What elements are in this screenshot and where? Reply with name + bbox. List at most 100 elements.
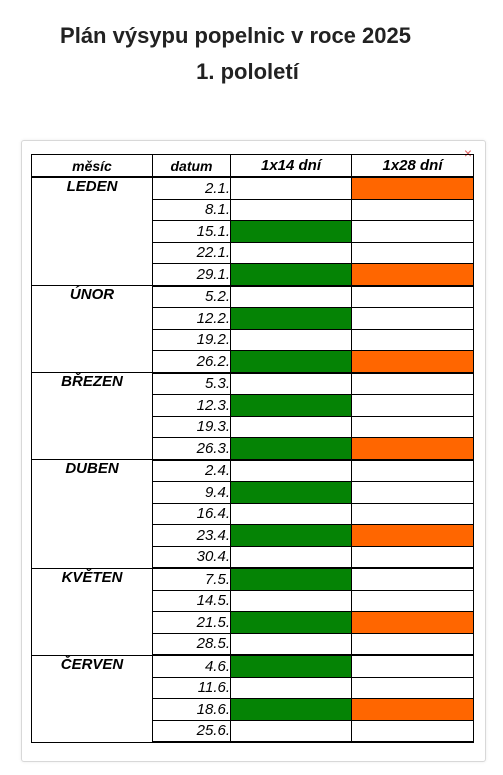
date-cell: 12.2. (152, 307, 231, 330)
pickup-14-days-cell (230, 307, 352, 330)
pickup-14-days-cell (230, 676, 352, 699)
pickup-14-days-cell (230, 545, 352, 569)
table-row: 21.5. (32, 611, 474, 634)
pickup-14-days-cell (230, 654, 352, 678)
pickup-28-days-cell (351, 176, 474, 200)
date-cell: 5.2. (152, 285, 231, 308)
table-row: 23.4. (32, 524, 474, 547)
pickup-28-days-cell (351, 481, 474, 504)
date-cell: 23.4. (152, 524, 231, 547)
month-cell: DUBEN (31, 459, 153, 569)
table-row: 12.3. (32, 394, 474, 417)
table-row: 18.6. (32, 698, 474, 721)
pickup-14-days-cell (230, 567, 352, 591)
pickup-28-days-cell (351, 372, 474, 395)
pickup-28-days-cell (351, 676, 474, 699)
date-cell: 9.4. (152, 481, 231, 504)
page-subtitle: 1. pololetí (196, 59, 299, 84)
pickup-14-days-cell (230, 502, 352, 525)
pickup-28-days-cell (351, 307, 474, 330)
table-row: 12.2. (32, 307, 474, 330)
pickup-28-days-cell (351, 198, 474, 221)
date-cell: 18.6. (152, 698, 231, 721)
pickup-28-days-cell (351, 350, 474, 374)
pickup-28-days-cell (351, 437, 474, 461)
date-cell: 22.1. (152, 241, 231, 264)
pickup-14-days-cell (230, 719, 352, 743)
month-cell: ČERVEN (31, 654, 153, 743)
date-cell: 14.5. (152, 589, 231, 612)
pickup-14-days-cell (230, 220, 352, 243)
table-row: 29.1. (32, 263, 474, 287)
date-cell: 30.4. (152, 545, 231, 569)
pickup-14-days-cell (230, 611, 352, 634)
table-row: KVĚTEN 7.5. (31, 567, 474, 656)
table-row: DUBEN 2.4. (31, 459, 474, 569)
date-cell: 29.1. (152, 263, 231, 287)
pickup-28-days-cell (351, 415, 474, 438)
date-cell: 19.3. (152, 415, 231, 438)
date-cell: 16.4. (152, 502, 231, 525)
table-row: 25.6. (32, 719, 474, 743)
date-cell: 25.6. (152, 719, 231, 743)
pickup-14-days-cell (230, 350, 352, 374)
table-row: 19.3. (32, 415, 474, 438)
close-icon[interactable]: × (463, 145, 473, 161)
pickup-28-days-cell (351, 545, 474, 569)
date-cell: 28.5. (152, 632, 231, 656)
date-cell: 5.3. (152, 372, 231, 395)
pickup-14-days-cell (230, 176, 352, 200)
table-row: ÚNOR 5.2. (31, 285, 474, 373)
pickup-28-days-cell (351, 719, 474, 743)
pickup-28-days-cell (351, 567, 474, 591)
pickup-14-days-cell (230, 285, 352, 308)
pickup-28-days-cell (351, 524, 474, 547)
header-date: datum (152, 154, 231, 178)
table-row: BŘEZEN 5.3. (31, 372, 474, 460)
month-cell: ÚNOR (31, 285, 153, 373)
pickup-14-days-cell (230, 263, 352, 287)
date-cell: 8.1. (152, 198, 231, 221)
date-cell: 15.1. (152, 220, 231, 243)
date-cell: 26.3. (152, 437, 231, 461)
pickup-14-days-cell (230, 328, 352, 351)
pickup-28-days-cell (351, 394, 474, 417)
pickup-28-days-cell (351, 459, 474, 482)
table-row: 26.2. (32, 350, 474, 374)
header-month: měsíc (31, 154, 153, 178)
pickup-28-days-cell (351, 632, 474, 656)
pickup-28-days-cell (351, 241, 474, 264)
pickup-14-days-cell (230, 524, 352, 547)
pickup-14-days-cell (230, 632, 352, 656)
date-cell: 11.6. (152, 676, 231, 699)
date-cell: 12.3. (152, 394, 231, 417)
pickup-14-days-cell (230, 372, 352, 395)
pickup-28-days-cell (351, 611, 474, 634)
pickup-14-days-cell (230, 241, 352, 264)
pickup-14-days-cell (230, 589, 352, 612)
month-cell: BŘEZEN (31, 372, 153, 460)
table-row: LEDEN 2.1. (31, 176, 474, 286)
pickup-28-days-cell (351, 285, 474, 308)
month-cell: KVĚTEN (31, 567, 153, 656)
header-28-days: 1x28 dní (351, 154, 474, 178)
pickup-14-days-cell (230, 459, 352, 482)
date-cell: 2.4. (152, 459, 231, 482)
pickup-28-days-cell (351, 654, 474, 678)
date-cell: 4.6. (152, 654, 231, 678)
pickup-14-days-cell (230, 394, 352, 417)
page-title: Plán výsypu popelnic v roce 2025 (60, 23, 411, 48)
table-row: 26.3. (32, 437, 474, 461)
date-cell: 21.5. (152, 611, 231, 634)
pickup-28-days-cell (351, 263, 474, 287)
table-row: 9.4. (32, 481, 474, 504)
table-row: 30.4. (32, 545, 474, 569)
pickup-14-days-cell (230, 698, 352, 721)
date-cell: 2.1. (152, 176, 231, 200)
pickup-28-days-cell (351, 220, 474, 243)
date-cell: 19.2. (152, 328, 231, 351)
pickup-28-days-cell (351, 698, 474, 721)
pickup-28-days-cell (351, 502, 474, 525)
schedule-table: měsíc datum 1x14 dní 1x28 dní LEDEN 2.1. 8… (31, 154, 474, 743)
